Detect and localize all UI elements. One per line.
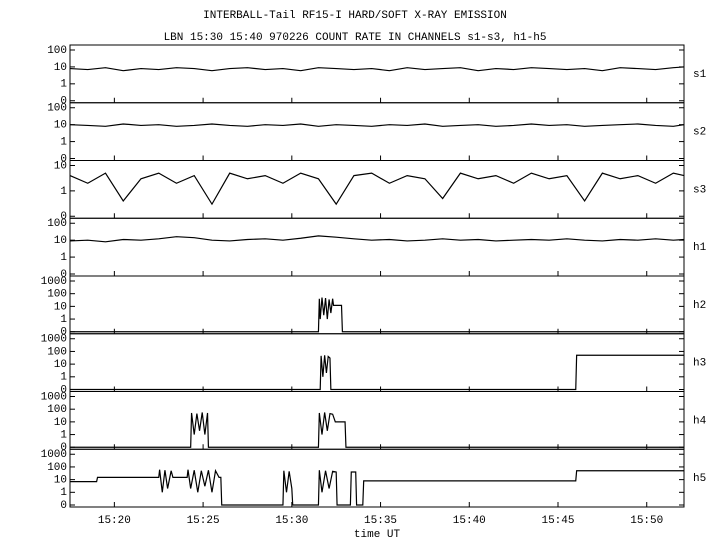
x-tick-label: 15:35 xyxy=(364,515,397,527)
y-tick-label: 10 xyxy=(54,359,67,371)
y-tick-label: 100 xyxy=(47,289,67,301)
panel-frame xyxy=(69,44,685,104)
y-tick-label: 10 xyxy=(54,62,67,74)
y-tick-label: 0 xyxy=(60,442,67,454)
y-tick-label: 0 xyxy=(60,384,67,396)
panel-label: h1 xyxy=(693,242,707,254)
y-tick-label: 1 xyxy=(60,314,67,326)
panel-frame xyxy=(69,217,685,277)
y-tick-label: 1000 xyxy=(41,334,67,346)
x-tick-label: 15:25 xyxy=(187,515,220,527)
panel-label: h3 xyxy=(693,358,706,370)
y-tick-label: 100 xyxy=(47,103,67,115)
panel-label: h4 xyxy=(693,415,707,427)
x-tick-label: 15:20 xyxy=(98,515,131,527)
y-tick-label: 100 xyxy=(47,346,67,358)
y-tick-label: 1000 xyxy=(41,276,67,288)
y-tick-label: 0 xyxy=(60,327,67,339)
y-tick-label: 0 xyxy=(60,153,67,165)
x-tick-label: 15:40 xyxy=(453,515,486,527)
x-tick-label: 15:50 xyxy=(630,515,663,527)
y-tick-label: 10 xyxy=(54,301,67,313)
chart-title: INTERBALL-Tail RF15-I HARD/SOFT X-RAY EM… xyxy=(203,10,507,22)
y-tick-label: 1 xyxy=(60,252,67,264)
y-tick-label: 1 xyxy=(60,372,67,384)
y-tick-label: 100 xyxy=(47,45,67,57)
data-line xyxy=(70,297,684,333)
y-tick-label: 1 xyxy=(60,79,67,91)
x-tick-label: 15:30 xyxy=(275,515,308,527)
panel-frame xyxy=(69,333,685,392)
y-tick-label: 10 xyxy=(54,475,67,487)
x-tick-label: 15:45 xyxy=(541,515,574,527)
y-tick-label: 1 xyxy=(60,186,67,198)
data-line xyxy=(69,66,685,72)
y-tick-label: 1 xyxy=(60,487,67,499)
y-tick-label: 0 xyxy=(60,500,67,512)
data-line xyxy=(69,172,685,206)
panel-frame xyxy=(69,275,685,335)
y-tick-label: 1 xyxy=(60,429,67,441)
panel-frame xyxy=(69,448,685,508)
panel-label: s2 xyxy=(693,127,706,139)
y-tick-label: 0 xyxy=(60,211,67,223)
data-line xyxy=(69,235,685,243)
y-tick-label: 10 xyxy=(54,417,67,429)
chart-subtitle: LBN 15:30 15:40 970226 COUNT RATE IN CHA… xyxy=(164,32,547,44)
panel-frame xyxy=(69,102,685,161)
y-tick-label: 0 xyxy=(60,96,67,108)
data-line xyxy=(70,354,684,391)
y-tick-label: 1000 xyxy=(41,449,67,461)
data-line xyxy=(70,468,684,506)
y-tick-label: 10 xyxy=(54,160,67,172)
panel-label: h5 xyxy=(693,473,706,485)
y-tick-label: 1000 xyxy=(41,391,67,403)
y-tick-label: 10 xyxy=(54,235,67,247)
y-tick-label: 0 xyxy=(60,269,67,281)
panel-label: s3 xyxy=(693,184,706,196)
y-tick-label: 100 xyxy=(47,462,67,474)
data-line xyxy=(69,123,685,127)
y-tick-label: 1 xyxy=(60,136,67,148)
y-tick-label: 100 xyxy=(47,218,67,230)
panel-label: h2 xyxy=(693,300,706,312)
y-tick-label: 10 xyxy=(54,120,67,132)
data-line xyxy=(70,412,684,448)
panel-label: s1 xyxy=(693,69,707,81)
x-axis-label: time UT xyxy=(354,529,401,541)
panel-frame xyxy=(69,391,685,450)
y-tick-label: 100 xyxy=(47,404,67,416)
